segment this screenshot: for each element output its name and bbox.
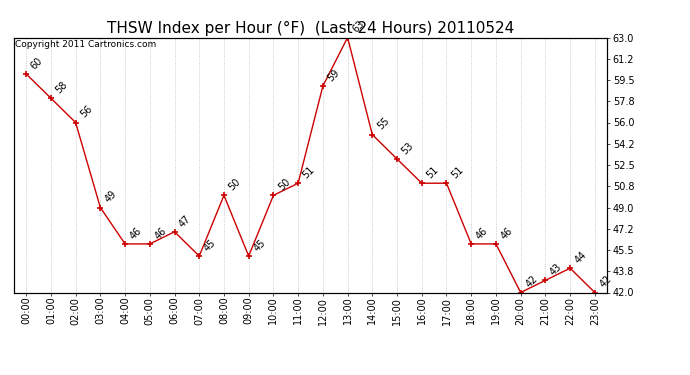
Text: 51: 51 — [449, 165, 465, 180]
Title: THSW Index per Hour (°F)  (Last 24 Hours) 20110524: THSW Index per Hour (°F) (Last 24 Hours)… — [107, 21, 514, 36]
Text: 60: 60 — [29, 56, 45, 71]
Text: 63: 63 — [351, 19, 366, 35]
Text: 50: 50 — [276, 177, 292, 193]
Text: 55: 55 — [375, 116, 391, 132]
Text: 43: 43 — [548, 262, 564, 278]
Text: 46: 46 — [499, 225, 515, 241]
Text: 42: 42 — [524, 274, 540, 290]
Text: 42: 42 — [598, 274, 613, 290]
Text: 46: 46 — [474, 225, 490, 241]
Text: 56: 56 — [79, 104, 95, 120]
Text: 58: 58 — [54, 80, 70, 95]
Text: 46: 46 — [152, 225, 168, 241]
Text: 51: 51 — [301, 165, 317, 180]
Text: 49: 49 — [103, 189, 119, 205]
Text: 45: 45 — [251, 237, 267, 253]
Text: Copyright 2011 Cartronics.com: Copyright 2011 Cartronics.com — [15, 40, 156, 49]
Text: 44: 44 — [573, 250, 589, 266]
Text: 47: 47 — [177, 213, 193, 229]
Text: 59: 59 — [326, 68, 342, 83]
Text: 50: 50 — [227, 177, 243, 193]
Text: 45: 45 — [202, 237, 218, 253]
Text: 53: 53 — [400, 140, 415, 156]
Text: 51: 51 — [424, 165, 440, 180]
Text: 46: 46 — [128, 225, 144, 241]
